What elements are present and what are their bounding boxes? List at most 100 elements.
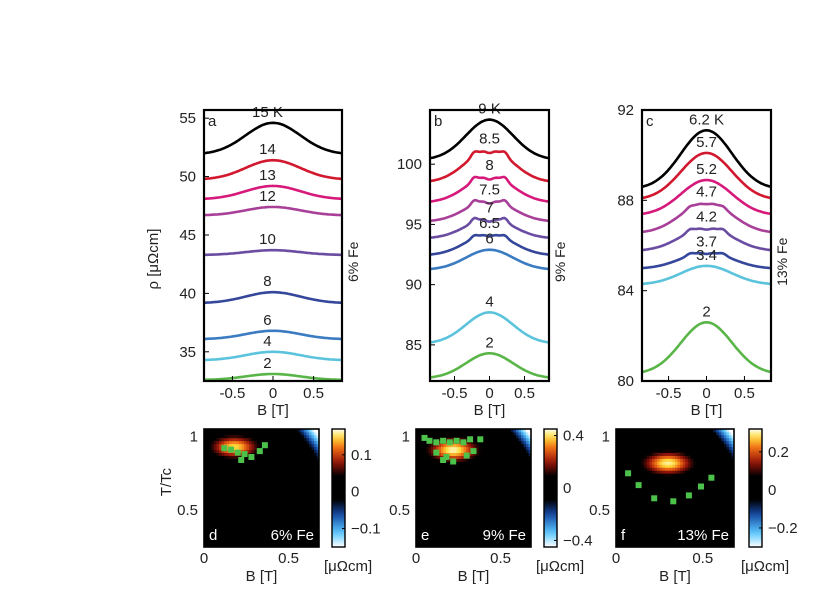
heatmap-cell: [471, 455, 474, 459]
heatmap-cell: [209, 443, 212, 448]
heatmap-cell: [438, 455, 442, 459]
heatmap-cell: [249, 443, 252, 448]
heatmap-cell: [306, 440, 310, 445]
series-label-8: 8: [485, 157, 493, 174]
heatmap-cell: [649, 470, 653, 474]
data-marker: [248, 454, 255, 460]
heatmap-cell: [249, 446, 252, 451]
heatmap-cell: [690, 464, 694, 468]
heatmap-cell: [314, 446, 317, 451]
y-tick-label: 1: [190, 428, 198, 445]
heatmap-cell: [314, 440, 317, 445]
heatmap-cell: [523, 437, 527, 442]
series-line-3.4: [642, 264, 771, 286]
heatmap-cell: [463, 443, 467, 448]
heatmap-cell: [690, 455, 694, 459]
heatmap-cell: [456, 452, 459, 456]
heatmap-cell: [249, 440, 252, 445]
heatmap-cell: [306, 429, 310, 433]
heatmap-cell: [311, 434, 315, 439]
heatmap-cell: [221, 452, 225, 456]
heatmap-cell: [651, 455, 655, 459]
heatmap-cell: [256, 443, 260, 448]
heatmap-cell: [448, 443, 452, 448]
heatmap-cell: [441, 443, 444, 448]
heatmap-cell: [436, 446, 439, 451]
heatmap-cell: [224, 437, 227, 442]
heatmap-cell: [680, 464, 684, 468]
heatmap-cell: [664, 470, 668, 474]
heatmap-cell: [453, 446, 457, 451]
heatmap-cell: [226, 437, 230, 442]
heatmap-cell: [662, 473, 666, 477]
heatmap-cell: [644, 464, 648, 468]
heatmap-cell: [687, 464, 691, 468]
colorbar-unit-label: [μΩcm]: [741, 558, 789, 575]
y-tick-label: 0.5: [177, 502, 198, 519]
heatmap-cell: [296, 429, 300, 433]
y-tick-label: 45: [179, 227, 196, 244]
series-label-4: 4: [263, 333, 271, 350]
heatmap-cell: [667, 473, 671, 477]
data-marker: [234, 449, 241, 456]
heatmap-cell: [675, 470, 678, 474]
heatmap-cell: [649, 461, 653, 465]
series-line-12: [204, 205, 342, 217]
heatmap-cell: [680, 461, 684, 465]
heatmap-cell: [309, 431, 312, 436]
x-axis-label: B [T]: [474, 402, 506, 419]
heatmap-cell: [476, 452, 479, 456]
heatmap-cell: [659, 461, 663, 465]
heatmap-cell: [471, 452, 474, 456]
heatmap-cell: [446, 458, 449, 462]
data-marker: [426, 437, 433, 444]
colorbar-tick-label: 0: [351, 484, 359, 501]
heatmap-cell: [516, 429, 519, 433]
heatmap-cell: [662, 458, 666, 462]
heatmap-cell: [518, 434, 522, 439]
heatmap-cell: [657, 461, 661, 465]
heatmap-cell: [301, 434, 305, 439]
series-line-2: [642, 320, 771, 374]
x-tick-label: 0.5: [692, 550, 713, 567]
data-marker: [440, 437, 447, 444]
data-marker: [238, 457, 245, 463]
series-line-14: [204, 158, 342, 181]
heatmap-cell: [523, 440, 527, 445]
heatmap-cell: [682, 467, 686, 471]
heatmap-cell: [234, 455, 237, 459]
heatmap-cell: [731, 431, 735, 436]
heatmap-cell: [314, 443, 317, 448]
heatmap-cell: [728, 449, 732, 453]
panel-letter: b: [434, 113, 442, 130]
y-tick-label: 80: [617, 373, 634, 390]
heatmap-cell: [239, 446, 242, 451]
heatmap-cell: [669, 455, 673, 459]
x-tick-label: 0: [269, 385, 277, 402]
series-line-9-K: [430, 118, 549, 160]
heatmap-cell: [219, 443, 222, 448]
x-tick-label: 0: [485, 385, 493, 402]
heatmap-cell: [516, 434, 519, 439]
heatmap-cell: [226, 443, 230, 448]
heatmap-cell: [731, 446, 735, 451]
heatmap-cell: [226, 440, 230, 445]
heatmap-cell: [659, 455, 663, 459]
heatmap-cell: [471, 440, 474, 445]
x-axis-label: B [T]: [691, 402, 723, 419]
heatmap-cell: [659, 473, 663, 477]
heatmap-cell: [721, 440, 725, 445]
heatmap-cell: [249, 449, 252, 453]
heatmap-cell: [431, 446, 434, 451]
series-line-4.2: [642, 227, 771, 252]
heatmap-cell: [239, 443, 242, 448]
heatmap-cell: [657, 464, 661, 468]
heatmap-cell: [726, 431, 730, 436]
heatmap-cell: [438, 449, 442, 453]
series-line-13: [204, 184, 342, 201]
heatmap-cell: [431, 449, 434, 453]
heatmap-cell: [306, 437, 310, 442]
heatmap-cell: [241, 440, 245, 445]
heatmap-cell: [443, 443, 447, 448]
heatmap-cell: [458, 452, 462, 456]
